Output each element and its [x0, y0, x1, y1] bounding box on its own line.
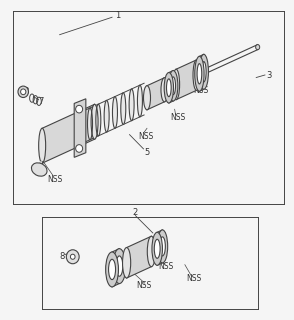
Text: 3: 3 [267, 71, 272, 80]
Text: 7: 7 [38, 97, 44, 106]
Text: 5: 5 [144, 148, 150, 156]
Ellipse shape [88, 108, 93, 140]
Ellipse shape [173, 69, 180, 100]
Ellipse shape [199, 54, 208, 89]
Polygon shape [74, 99, 86, 157]
Ellipse shape [161, 78, 168, 102]
Ellipse shape [201, 62, 206, 82]
Ellipse shape [104, 100, 109, 132]
Ellipse shape [31, 163, 47, 176]
Text: NSS: NSS [170, 113, 185, 122]
Ellipse shape [143, 86, 151, 110]
Ellipse shape [160, 237, 165, 256]
Ellipse shape [106, 252, 118, 287]
Polygon shape [112, 249, 119, 287]
Text: 8: 8 [60, 252, 65, 261]
Polygon shape [199, 54, 204, 91]
Ellipse shape [171, 77, 176, 95]
Polygon shape [169, 70, 173, 103]
Ellipse shape [113, 249, 126, 284]
Text: 1: 1 [115, 11, 121, 20]
Text: NSS: NSS [48, 174, 63, 184]
Ellipse shape [147, 236, 156, 267]
Text: 8: 8 [24, 87, 29, 96]
Ellipse shape [193, 60, 200, 90]
Ellipse shape [76, 105, 83, 113]
Ellipse shape [96, 104, 101, 136]
Ellipse shape [137, 85, 142, 117]
Polygon shape [147, 78, 164, 110]
Ellipse shape [123, 248, 131, 278]
Ellipse shape [39, 128, 46, 163]
Ellipse shape [21, 89, 26, 95]
Ellipse shape [197, 64, 202, 84]
Polygon shape [176, 60, 196, 100]
Ellipse shape [121, 93, 126, 124]
Ellipse shape [108, 259, 116, 280]
Ellipse shape [157, 230, 168, 263]
Text: NSS: NSS [193, 86, 208, 95]
Ellipse shape [152, 232, 162, 265]
Text: 2: 2 [133, 208, 138, 217]
Ellipse shape [195, 56, 204, 91]
Text: NSS: NSS [138, 132, 153, 141]
Text: NSS: NSS [186, 275, 201, 284]
Ellipse shape [168, 70, 178, 101]
Ellipse shape [116, 256, 123, 276]
Ellipse shape [70, 254, 75, 259]
Text: NSS: NSS [136, 281, 152, 290]
Ellipse shape [164, 73, 173, 103]
Polygon shape [157, 230, 162, 265]
Ellipse shape [113, 97, 118, 128]
Ellipse shape [66, 250, 79, 264]
Ellipse shape [18, 86, 29, 98]
Ellipse shape [166, 79, 171, 97]
Polygon shape [127, 236, 151, 278]
Ellipse shape [76, 145, 83, 152]
Ellipse shape [91, 104, 98, 139]
Polygon shape [42, 104, 95, 163]
Ellipse shape [129, 89, 134, 121]
Ellipse shape [154, 239, 160, 258]
Ellipse shape [255, 44, 260, 50]
Text: NSS: NSS [158, 262, 173, 271]
